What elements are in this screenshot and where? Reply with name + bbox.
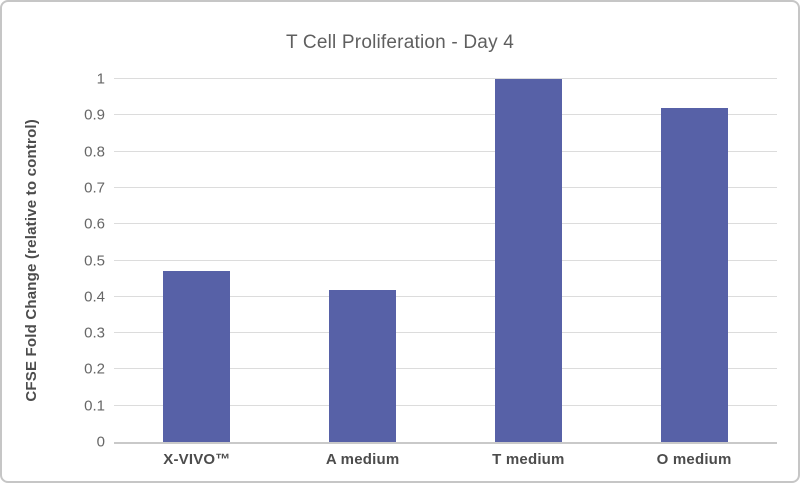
y-tick-label: 0.4 xyxy=(84,288,105,306)
y-tick-label: 0.8 xyxy=(84,143,105,161)
bar xyxy=(329,289,397,442)
y-tick-label: 0.2 xyxy=(84,360,105,378)
y-tick-label: 0.5 xyxy=(84,252,105,269)
y-tick-label: 0.6 xyxy=(84,215,105,233)
bar xyxy=(163,271,231,442)
y-tick-label: 1 xyxy=(96,70,105,88)
x-tick-label: A medium xyxy=(325,451,400,468)
x-tick-label: X-VIVO™ xyxy=(163,451,231,468)
y-tick-label: 0.3 xyxy=(84,324,105,342)
plot-area xyxy=(114,78,777,444)
y-axis-tick-labels: 0 0.1 0.2 0.3 0.4 0.5 0.6 0.7 0.8 0.9 1 xyxy=(2,71,105,451)
y-tick-label: 0.9 xyxy=(84,106,105,124)
bar-series xyxy=(114,79,777,442)
x-axis-tick-labels: X-VIVO™ A medium T medium O medium xyxy=(114,451,777,468)
bar xyxy=(660,108,728,442)
x-tick-label: T medium xyxy=(492,451,565,468)
bar-slot xyxy=(611,79,777,442)
gridline xyxy=(114,114,777,116)
y-tick-label: 0 xyxy=(96,433,105,451)
gridline xyxy=(114,259,777,261)
y-tick-label: 0.7 xyxy=(84,179,105,197)
x-tick-label: O medium xyxy=(656,451,732,468)
bar-slot xyxy=(114,79,280,442)
gridline xyxy=(114,78,777,79)
bar-slot xyxy=(446,79,612,442)
gridline xyxy=(114,150,777,152)
bar xyxy=(494,79,562,442)
gridline xyxy=(114,368,777,370)
gridline xyxy=(114,332,777,334)
gridline xyxy=(114,186,777,188)
gridline xyxy=(114,295,777,297)
bar-slot xyxy=(280,79,446,442)
gridline xyxy=(114,404,777,406)
chart-title: T Cell Proliferation - Day 4 xyxy=(285,32,515,53)
y-tick-label: 0.1 xyxy=(84,397,105,415)
gridline xyxy=(114,223,777,225)
